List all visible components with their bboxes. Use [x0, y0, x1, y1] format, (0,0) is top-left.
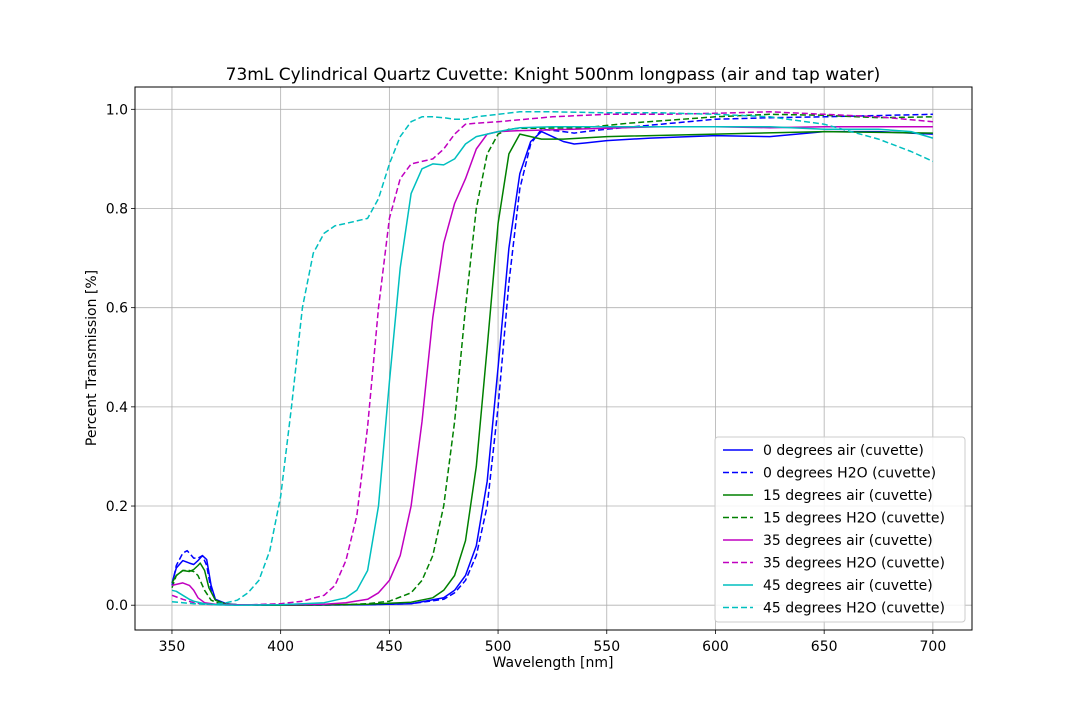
- grid: [135, 87, 972, 630]
- plot-area-frame: [134, 86, 973, 631]
- x-tick-label: 450: [376, 639, 403, 655]
- legend-label: 0 degrees air (cuvette): [763, 443, 924, 459]
- legend-label: 45 degrees H2O (cuvette): [763, 601, 945, 617]
- series-line-2: [171, 130, 933, 606]
- legend-box: [714, 436, 966, 623]
- series-line-1: [171, 113, 933, 606]
- y-tick-label: 0.4: [106, 400, 128, 416]
- series-line-7: [171, 111, 934, 605]
- legend-label: 15 degrees air (cuvette): [763, 488, 933, 504]
- x-tick-label: 600: [702, 639, 729, 655]
- series-lines: [171, 111, 934, 606]
- chart-title: 73mL Cylindrical Quartz Cuvette: Knight …: [226, 65, 881, 85]
- legend-label: 0 degrees H2O (cuvette): [763, 466, 936, 482]
- y-axis-label: Percent Transmission [%]: [84, 270, 100, 446]
- legend-label: 35 degrees H2O (cuvette): [763, 556, 945, 572]
- y-tick-label: 0.8: [106, 201, 128, 217]
- x-axis-label: Wavelength [nm]: [493, 655, 614, 671]
- y-tick-label: 1.0: [106, 102, 128, 118]
- legend: 0 degrees air (cuvette) 0 degrees H2O (cu…: [714, 436, 966, 623]
- x-tick-label: 350: [159, 639, 186, 655]
- x-tick-label: 400: [267, 639, 294, 655]
- x-tick-label: 500: [485, 639, 512, 655]
- x-tick-label: 700: [920, 639, 947, 655]
- series-line-3: [171, 113, 933, 606]
- y-tick-label: 0.2: [106, 499, 128, 515]
- x-tick-label: 650: [811, 639, 838, 655]
- y-tick-label: 0.6: [106, 301, 128, 317]
- y-tick-label: 0.0: [106, 598, 128, 614]
- legend-label: 35 degrees air (cuvette): [763, 533, 933, 549]
- legend-label: 45 degrees air (cuvette): [763, 578, 933, 594]
- axis-ticks: 350 400 450 500 550 600 650 700 0.0 0.2 0.4 0.6 0.8 1…: [106, 102, 947, 655]
- x-tick-label: 550: [593, 639, 620, 655]
- legend-label: 15 degrees H2O (cuvette): [763, 511, 945, 527]
